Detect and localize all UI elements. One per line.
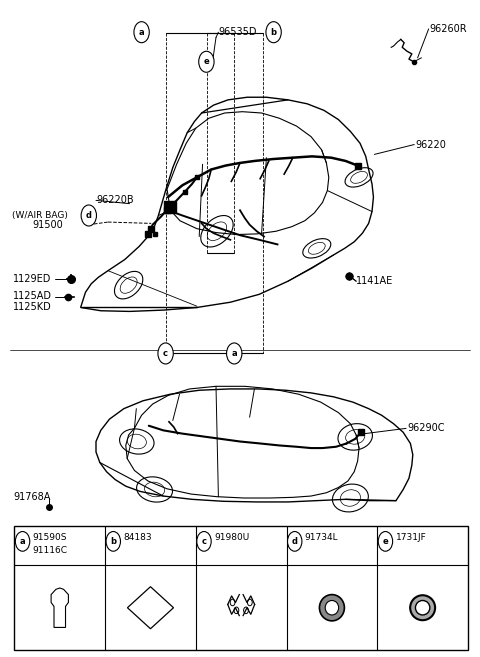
Text: a: a	[20, 537, 25, 546]
Text: a: a	[231, 349, 237, 358]
Circle shape	[134, 22, 149, 43]
Ellipse shape	[410, 595, 435, 620]
Text: c: c	[163, 349, 168, 358]
Text: 96535D: 96535D	[218, 27, 257, 37]
Text: e: e	[383, 537, 388, 546]
Circle shape	[288, 532, 302, 551]
Circle shape	[199, 51, 214, 72]
Text: 96260R: 96260R	[430, 24, 467, 34]
Text: 91980U: 91980U	[214, 533, 249, 542]
Text: c: c	[202, 537, 206, 546]
Text: e: e	[204, 57, 209, 66]
Text: b: b	[271, 28, 276, 37]
Text: 96220: 96220	[415, 139, 446, 150]
Circle shape	[266, 22, 281, 43]
Ellipse shape	[416, 600, 430, 615]
Circle shape	[15, 532, 30, 551]
Circle shape	[158, 343, 173, 364]
Text: 91734L: 91734L	[305, 533, 338, 542]
Text: 91116C: 91116C	[33, 546, 68, 555]
Text: 91590S: 91590S	[33, 533, 67, 542]
Text: 96220B: 96220B	[96, 195, 133, 206]
Circle shape	[227, 343, 242, 364]
Text: a: a	[139, 28, 144, 37]
Text: 1125AD: 1125AD	[13, 290, 52, 301]
Circle shape	[378, 532, 393, 551]
Text: 91500: 91500	[33, 219, 63, 230]
Text: 1125KD: 1125KD	[13, 302, 52, 312]
Bar	[14, 526, 468, 650]
Circle shape	[81, 205, 96, 226]
Text: (W/AIR BAG): (W/AIR BAG)	[12, 211, 68, 220]
Text: 1129ED: 1129ED	[13, 274, 52, 284]
Ellipse shape	[325, 600, 339, 615]
Text: 84183: 84183	[123, 533, 152, 542]
Circle shape	[106, 532, 120, 551]
Text: 91768A: 91768A	[13, 491, 51, 502]
Circle shape	[197, 532, 211, 551]
Text: 96290C: 96290C	[407, 423, 444, 434]
Text: 1141AE: 1141AE	[356, 276, 394, 286]
Text: b: b	[110, 537, 116, 546]
Text: d: d	[292, 537, 298, 546]
Text: d: d	[86, 211, 92, 220]
Text: 1731JF: 1731JF	[396, 533, 426, 542]
Ellipse shape	[320, 595, 345, 621]
